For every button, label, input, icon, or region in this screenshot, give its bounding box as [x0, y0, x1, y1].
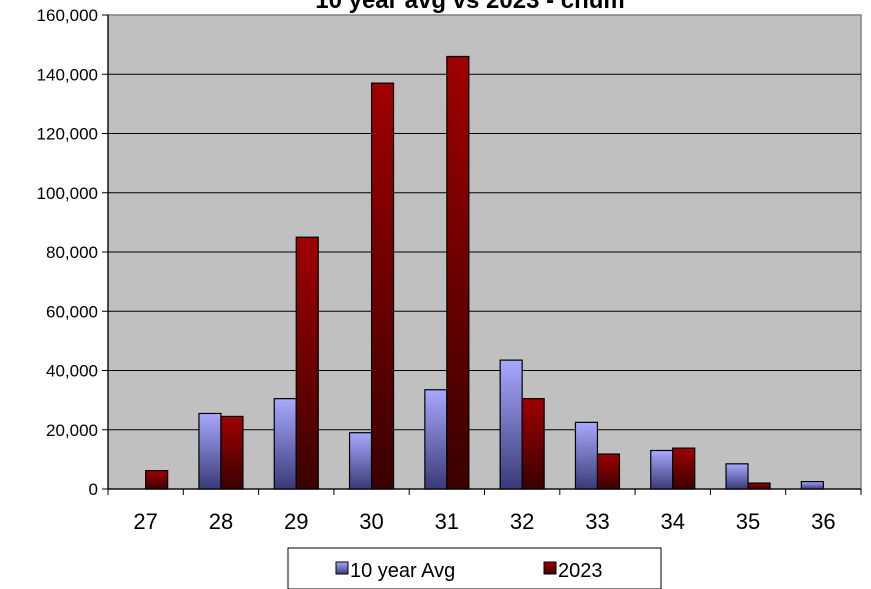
- bar-2023-27: [145, 470, 169, 490]
- legend: 10 year Avg 2023: [287, 547, 662, 589]
- bar-2023-31: [446, 55, 470, 490]
- bar-2023-34: [672, 447, 696, 490]
- bar-2023-33: [596, 453, 621, 490]
- legend-label: 2023: [558, 560, 603, 582]
- y-tick-label: 160,000: [37, 6, 98, 25]
- legend-box: [287, 547, 662, 589]
- bar-avg-33: [574, 421, 599, 490]
- legend-swatch: [335, 561, 349, 575]
- bar-avg-29: [273, 398, 297, 490]
- x-tick-label: 32: [510, 509, 534, 534]
- bar-avg-32: [499, 359, 523, 490]
- bar-avg-30: [348, 432, 373, 490]
- x-tick-label: 29: [284, 509, 308, 534]
- y-tick-label: 20,000: [46, 421, 98, 440]
- bar-avg-36: [800, 480, 824, 490]
- y-tick-label: 80,000: [46, 243, 98, 262]
- bar-2023-29: [295, 236, 319, 490]
- y-tick-label: 140,000: [37, 65, 98, 84]
- x-tick-label: 28: [209, 509, 233, 534]
- x-tick-label: 34: [661, 509, 685, 534]
- y-tick-label: 100,000: [37, 184, 98, 203]
- bar-2023-35: [747, 482, 771, 490]
- x-tick-label: 33: [585, 509, 609, 534]
- bar-2023-28: [220, 415, 244, 490]
- y-tick-label: 120,000: [37, 125, 98, 144]
- y-tick-label: 60,000: [46, 302, 98, 321]
- x-axis: 27 28 29 30 31 32 33 34 35 36: [107, 488, 862, 534]
- bar-avg-34: [650, 449, 674, 490]
- y-tick-label: 0: [89, 480, 98, 499]
- bar-2023-30: [370, 82, 395, 490]
- x-tick-label: 35: [736, 509, 760, 534]
- bar-2023-32: [521, 398, 545, 490]
- bar-avg-28: [198, 412, 222, 490]
- bar-avg-35: [725, 463, 749, 490]
- x-tick-label: 31: [435, 509, 459, 534]
- y-tick-label: 40,000: [46, 362, 98, 381]
- bars: [145, 55, 824, 490]
- chart-title: 10 year avg vs 2023 - chum: [315, 0, 625, 14]
- x-tick-label: 36: [811, 509, 835, 534]
- y-axis: 0 20,000 40,000 60,000 80,000 100,000 120,000 1…: [37, 6, 109, 499]
- legend-label: 10 year Avg: [350, 560, 455, 582]
- x-tick-label: 27: [133, 509, 157, 534]
- legend-swatch: [543, 561, 557, 575]
- x-tick-label: 30: [359, 509, 383, 534]
- bar-avg-31: [424, 389, 448, 490]
